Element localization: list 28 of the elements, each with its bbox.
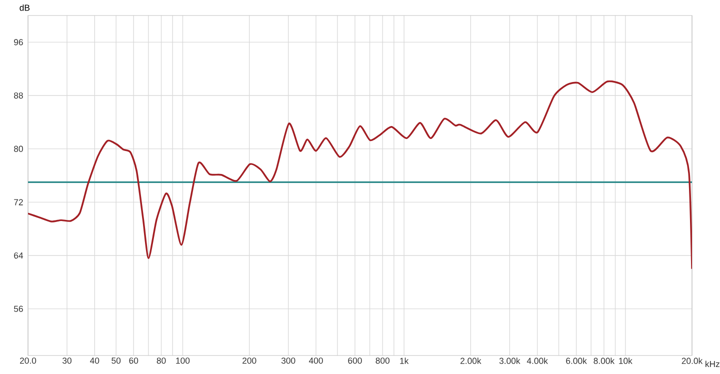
x-tick-label: 20.0	[20, 358, 36, 364]
x-tick-label: 200	[242, 358, 256, 364]
y-tick-label: 96	[14, 39, 23, 46]
x-tick-label: 1k	[400, 358, 409, 364]
x-tick-label: 30	[62, 358, 72, 364]
y-axis-title: dB	[20, 4, 30, 12]
x-tick-label: 50	[112, 358, 121, 364]
x-tick-label: 400	[308, 358, 323, 364]
x-tick-label: 4.00k	[526, 358, 548, 364]
x-tick-label: 8.00k	[594, 358, 615, 364]
x-tick-label: 2.00k	[460, 358, 482, 364]
y-tick-label: 88	[14, 92, 23, 99]
x-tick-label: 600	[348, 358, 362, 364]
x-tick-label: 300	[281, 358, 296, 364]
x-tick-label: 40	[90, 358, 100, 364]
x-tick-label: 800	[376, 358, 390, 364]
y-tick-label: 56	[14, 306, 23, 312]
x-tick-label: 20.0k	[682, 358, 703, 364]
y-tick-label: 64	[14, 252, 24, 259]
x-axis-title: kHz	[706, 360, 720, 368]
x-tick-label: 100	[176, 358, 190, 364]
x-tick-label: 3.00k	[499, 358, 520, 364]
y-tick-label: 80	[14, 146, 23, 152]
x-tick-label: 60	[129, 358, 138, 364]
x-tick-label: 6.00k	[566, 358, 587, 364]
y-tick-label: 72	[14, 199, 23, 206]
x-tick-label: 10k	[619, 358, 632, 364]
x-tick-label: 80	[156, 358, 166, 364]
